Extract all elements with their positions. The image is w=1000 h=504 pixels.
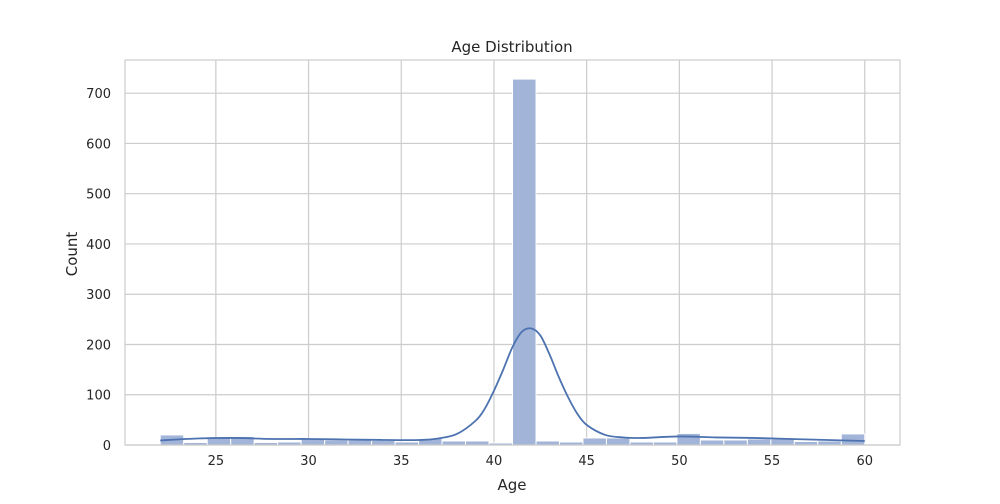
- x-tick-label: 50: [671, 454, 688, 469]
- x-tick-label: 30: [300, 454, 317, 469]
- histogram-bar: [840, 433, 866, 446]
- histogram-bar: [206, 437, 232, 446]
- y-tick-label: 0: [103, 439, 111, 454]
- y-axis-title: Count: [63, 232, 81, 277]
- chart-title: Age Distribution: [451, 38, 572, 56]
- histogram-bar: [535, 440, 560, 446]
- y-tick-label: 100: [86, 389, 111, 404]
- y-tick-label: 300: [86, 288, 111, 303]
- x-tick-label: 55: [764, 454, 781, 469]
- plot-frame: [124, 59, 901, 446]
- histogram-bar: [605, 437, 631, 446]
- kde-curve-layer: [160, 327, 865, 442]
- histogram-bar: [699, 439, 725, 446]
- histogram-bar: [582, 437, 607, 446]
- y-tick-label: 500: [86, 188, 111, 203]
- histogram-bar: [371, 439, 396, 446]
- kde-curve: [160, 327, 865, 442]
- x-tick-label: 45: [578, 454, 595, 469]
- y-tick-label: 200: [86, 338, 111, 353]
- histogram-bar: [441, 440, 467, 446]
- x-tick-label: 25: [208, 454, 225, 469]
- histogram-bar: [324, 439, 349, 446]
- x-tick-label: 35: [393, 454, 410, 469]
- x-axis-title: Age: [497, 476, 526, 494]
- y-tick-label: 400: [86, 238, 111, 253]
- plot-border: [124, 59, 901, 446]
- histogram-bar: [347, 439, 373, 446]
- x-tick-label: 60: [856, 454, 873, 469]
- histogram-bar: [723, 439, 748, 446]
- y-tick-label: 700: [86, 87, 111, 102]
- x-tick-label: 40: [486, 454, 503, 469]
- histogram-bar: [676, 432, 701, 446]
- histogram-bar: [465, 440, 490, 446]
- y-tick-label: 600: [86, 137, 111, 152]
- histogram-bar: [746, 438, 772, 446]
- histogram-bar: [512, 78, 537, 446]
- histogram-bar: [817, 440, 842, 446]
